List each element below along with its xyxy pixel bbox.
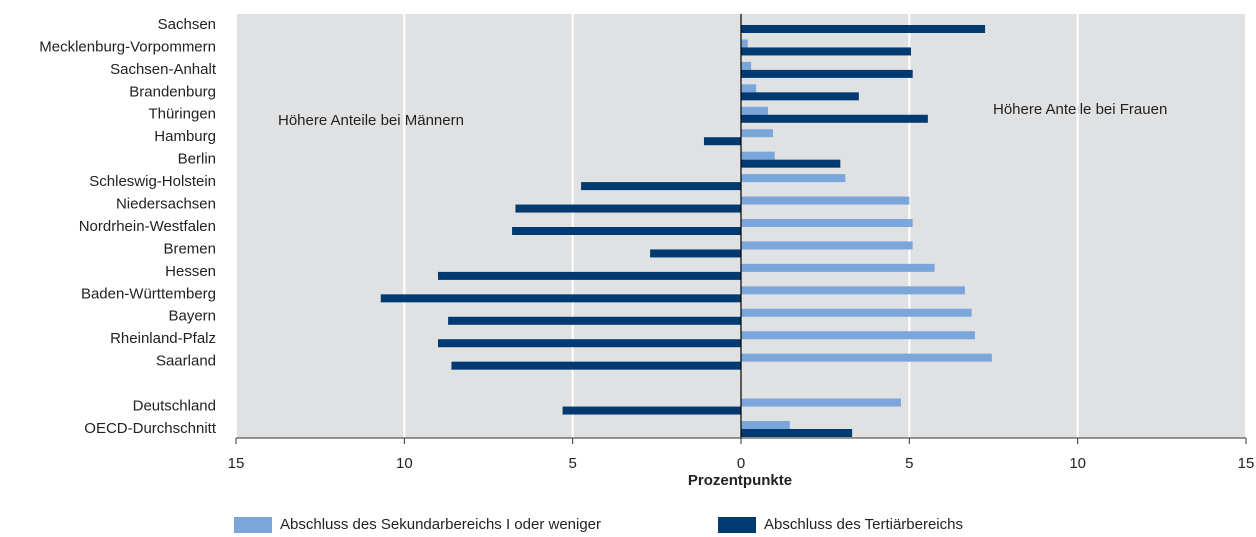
bar — [741, 241, 913, 250]
bar — [741, 196, 910, 205]
bar — [512, 227, 741, 235]
bar — [741, 106, 768, 115]
x-tick-label: 10 — [396, 455, 413, 472]
y-tick-label: Thüringen — [148, 106, 216, 123]
bar — [741, 129, 773, 138]
y-tick-label: Hamburg — [154, 128, 216, 145]
bar — [741, 219, 913, 227]
bar — [438, 339, 741, 348]
bar — [581, 182, 741, 191]
x-tick-label: 15 — [228, 455, 245, 472]
bar — [515, 204, 741, 213]
bar — [448, 316, 741, 325]
legend-swatch — [234, 517, 272, 533]
y-tick-label: Nordrhein-Westfalen — [79, 218, 216, 235]
bar — [741, 308, 972, 317]
bar — [741, 84, 757, 93]
bar — [741, 398, 901, 407]
bar — [741, 151, 775, 160]
legend-label: Abschluss des Sekundarbereichs I oder we… — [280, 516, 601, 533]
annotation: Höhere Anteile bei Frauen — [993, 101, 1167, 118]
y-tick-label: Brandenburg — [129, 83, 216, 100]
bar — [380, 294, 741, 303]
x-tick-label: 5 — [568, 455, 576, 472]
y-tick-label: Berlin — [178, 151, 216, 168]
bar — [741, 61, 752, 70]
bar — [741, 174, 846, 183]
y-tick-label: Rheinland-Pfalz — [110, 330, 216, 347]
bar — [741, 286, 965, 295]
y-tick-label: Niedersachsen — [116, 196, 216, 213]
annotation: Höhere Anteile bei Männern — [278, 112, 464, 129]
x-tick-label: 10 — [1069, 455, 1086, 472]
y-tick-label: Sachsen-Anhalt — [110, 61, 217, 78]
x-tick-label: 5 — [905, 455, 913, 472]
bar — [741, 429, 853, 437]
bar — [741, 69, 913, 78]
x-axis-label: Prozentpunkte — [688, 472, 792, 489]
y-tick-label: Deutschland — [133, 398, 216, 415]
x-tick-label: 15 — [1238, 455, 1255, 472]
legend-label: Abschluss des Tertiärbereichs — [764, 516, 963, 533]
y-tick-label: Hessen — [165, 263, 216, 280]
y-tick-label: Baden-Württemberg — [81, 285, 216, 302]
y-tick-label: Saarland — [156, 353, 216, 370]
y-tick-label: OECD-Durchschnitt — [84, 420, 217, 437]
y-tick-label: Mecklenburg-Vorpommern — [39, 38, 216, 55]
bar — [562, 406, 741, 415]
bar — [650, 249, 741, 258]
bar — [741, 114, 928, 123]
y-tick-label: Sachsen — [158, 16, 216, 33]
bar — [741, 353, 992, 362]
y-tick-label: Bayern — [168, 308, 216, 325]
x-tick-label: 0 — [737, 455, 745, 472]
y-tick-label: Schleswig-Holstein — [89, 173, 216, 190]
bar — [741, 159, 841, 168]
bar — [741, 39, 748, 48]
bar — [741, 92, 859, 101]
bar — [741, 421, 790, 429]
bar — [741, 331, 975, 340]
bar — [703, 137, 741, 146]
legend-swatch — [718, 517, 756, 533]
bar — [741, 47, 912, 56]
y-tick-label: Bremen — [163, 240, 216, 257]
bar — [438, 271, 741, 280]
bar — [451, 361, 741, 370]
bar — [741, 263, 935, 272]
bar — [741, 25, 986, 33]
